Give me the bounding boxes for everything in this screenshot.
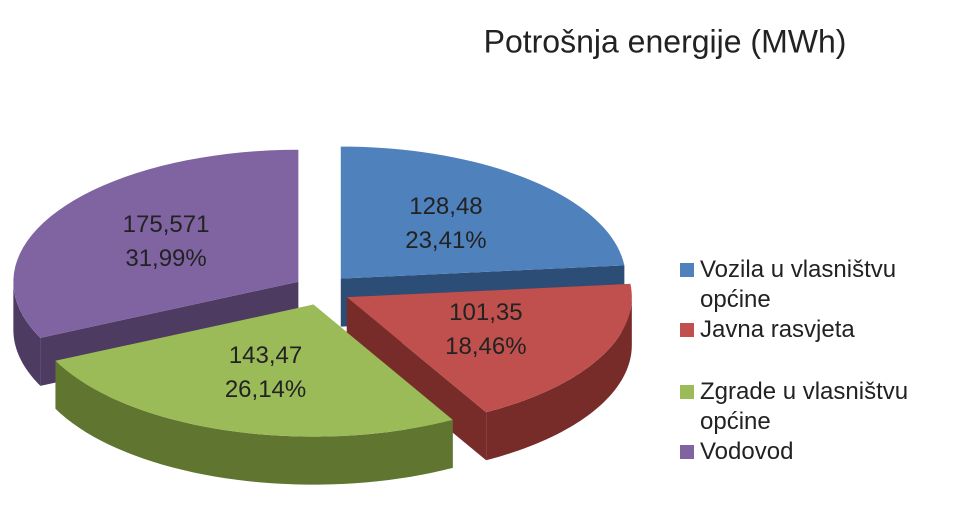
legend-item: Vodovod xyxy=(680,437,950,467)
slice xyxy=(346,283,632,413)
legend-label: Zgrade u vlasništvu općine xyxy=(700,378,909,435)
legend-item: Vozila u vlasništvu općine xyxy=(680,255,950,315)
legend-label: Vodovod xyxy=(700,438,794,465)
slice-wall xyxy=(55,360,453,485)
percent-label: 31,99% xyxy=(125,245,206,272)
percent-label: 26,14% xyxy=(225,376,306,403)
value-label: 175,571 xyxy=(123,211,210,238)
slice xyxy=(13,149,299,338)
value-label: 128,48 xyxy=(409,193,482,220)
legend-label: Javna rasvjeta xyxy=(700,316,855,343)
slice-wall xyxy=(486,297,632,461)
legend-swatch xyxy=(680,263,694,277)
legend-label: Vozila u vlasništvu općine xyxy=(700,256,897,313)
legend-swatch xyxy=(680,323,694,337)
legend-item: Javna rasvjeta xyxy=(680,315,950,345)
legend-swatch xyxy=(680,445,694,459)
legend-item: Zgrade u vlasništvu općine xyxy=(680,377,950,437)
percent-label: 23,41% xyxy=(405,227,486,254)
percent-label: 18,46% xyxy=(445,333,526,360)
slice xyxy=(340,146,625,279)
slice-wall xyxy=(13,281,41,386)
legend-swatch xyxy=(680,385,694,399)
chart-title: Potrošnja energije (MWh) xyxy=(484,23,847,59)
value-label: 143,47 xyxy=(229,342,302,369)
value-label: 101,35 xyxy=(449,299,522,326)
slice xyxy=(55,304,453,437)
legend: Vozila u vlasništvu općine Javna rasvjeta… xyxy=(680,255,950,467)
